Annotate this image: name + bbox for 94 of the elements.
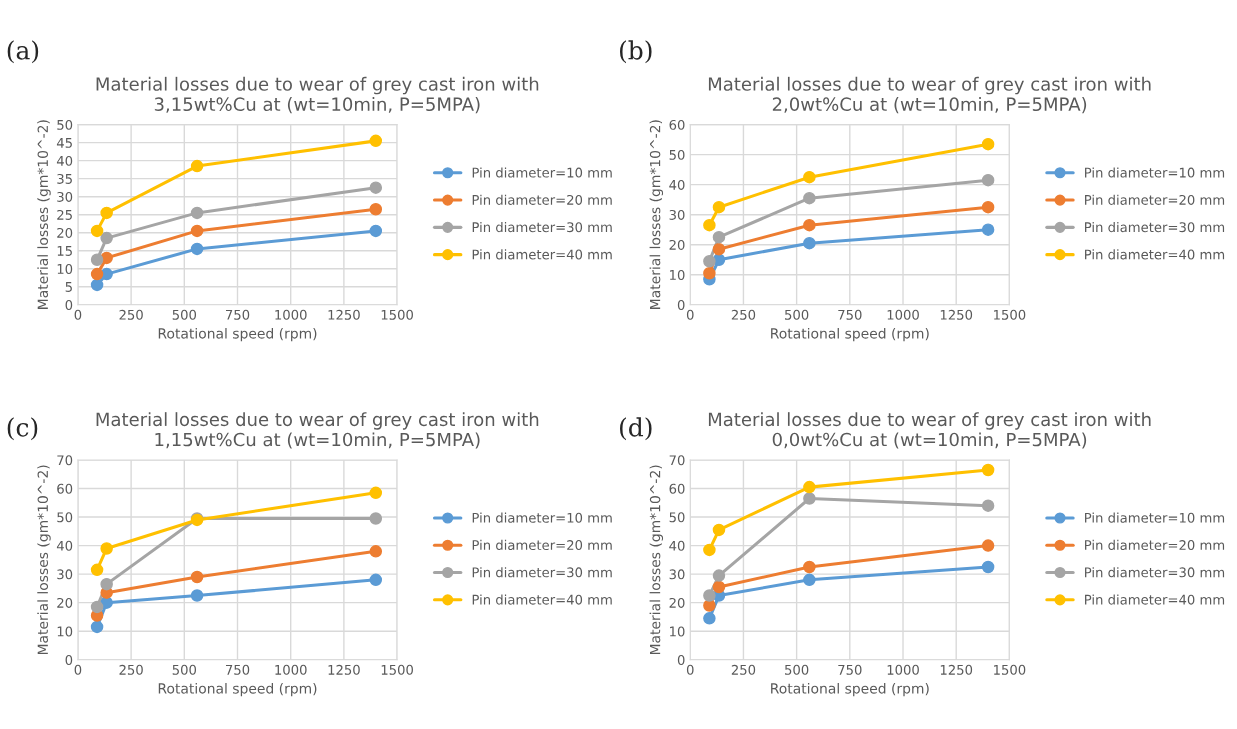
x-tick-label: 1000	[275, 309, 307, 320]
y-tick-label: 30	[57, 191, 73, 202]
x-tick-label: 1000	[887, 309, 919, 320]
y-tick-label: 20	[57, 227, 73, 238]
legend-label: Pin diameter=10 mm	[472, 167, 612, 178]
x-tick-label: 1500	[381, 309, 413, 320]
y-tick-label: 15	[57, 246, 72, 256]
x-tick-label: 0	[74, 309, 82, 320]
x-tick-label: 250	[731, 664, 756, 675]
x-tick-label: 500	[172, 309, 197, 320]
legend-label: Pin diameter=40 mm	[1085, 594, 1225, 605]
y-tick-label: 35	[57, 173, 72, 184]
y-tick-label: 70	[669, 455, 685, 466]
legend-label: Pin diameter=20 mm	[1085, 194, 1225, 205]
x-tick-label: 1250	[940, 309, 973, 320]
x-tick-label: 1250	[328, 664, 360, 675]
x-tick-label: 0	[74, 664, 82, 675]
y-tick-label: 10	[670, 269, 685, 280]
legend-label: Pin diameter=10 mm	[1085, 512, 1225, 523]
legend-label: Pin diameter=20 mm	[472, 194, 612, 205]
y-tick-label: 40	[669, 540, 685, 551]
y-tick-label: 20	[57, 597, 73, 608]
y-tick-label: 0	[65, 654, 73, 665]
text: (d)	[620, 417, 652, 441]
x-tick-label: 0	[686, 664, 694, 675]
y-axis-title: Material losses (gm*10^-2)	[649, 120, 664, 309]
x-tick-label: 250	[119, 309, 143, 320]
text: (b)	[620, 40, 652, 64]
y-tick-label: 10	[57, 626, 73, 637]
y-tick-label: 50	[669, 512, 685, 523]
legend-label: Pin diameter=40 mm	[472, 594, 612, 605]
x-tick-label: 1500	[381, 664, 413, 675]
x-tick-label: 750	[838, 309, 862, 320]
legend-label: Pin diameter=10 mm	[472, 512, 612, 523]
y-tick-label: 20	[669, 597, 685, 608]
chart-title: Material losses due to wear of grey cast iron with 3,15wt%Cu at (wt=10min, P=5MPA)	[96, 76, 539, 114]
y-tick-label: 5	[65, 282, 72, 292]
y-tick-label: 25	[57, 209, 72, 220]
x-tick-label: 250	[119, 664, 143, 675]
y-axis-title: Material losses (gm*10^-2)	[37, 120, 51, 309]
chart-title: Material losses due to wear of grey cast iron with 0,0wt%Cu at (wt=10min, P=5MPA)	[708, 412, 1151, 449]
chart-title: Material losses due to wear of grey cast iron with 1,15wt%Cu at (wt=10min, P=5MPA)	[96, 412, 539, 449]
y-axis-title: Material losses (gm*10^-2)	[649, 465, 664, 655]
y-tick-label: 20	[669, 239, 685, 250]
y-tick-label: 50	[669, 149, 685, 160]
x-axis-title: Rotational speed (rpm)	[158, 327, 317, 342]
chart-title: Material losses due to wear of grey cast iron with 2,0wt%Cu at (wt=10min, P=5MPA)	[708, 76, 1151, 114]
x-tick-label: 750	[225, 309, 250, 320]
x-axis-title: Rotational speed (rpm)	[771, 682, 929, 697]
y-tick-label: 40	[56, 540, 73, 551]
text: (c)	[7, 417, 38, 441]
x-tick-label: 1500	[994, 309, 1026, 320]
legend-label: Pin diameter=20 mm	[472, 539, 612, 551]
legend-label: Pin diameter=30 mm	[472, 567, 612, 578]
y-tick-label: 40	[669, 179, 685, 190]
y-tick-label: 10	[57, 263, 73, 274]
y-tick-label: 60	[669, 483, 685, 494]
y-tick-label: 40	[56, 155, 73, 166]
x-tick-label: 500	[785, 309, 809, 320]
y-tick-label: 0	[65, 299, 73, 310]
text: (a)	[7, 40, 39, 64]
legend-label: Pin diameter=40 mm	[1085, 249, 1225, 260]
y-tick-label: 0	[677, 654, 685, 665]
x-tick-label: 750	[838, 664, 862, 675]
y-tick-label: 60	[57, 483, 73, 494]
y-axis-title: Material losses (gm*10^-2)	[37, 465, 51, 655]
x-tick-label: 1000	[887, 664, 919, 675]
legend-label: Pin diameter=20 mm	[1085, 539, 1225, 551]
y-tick-label: 70	[57, 455, 73, 466]
x-tick-label: 500	[172, 664, 197, 675]
y-tick-label: 50	[57, 119, 73, 130]
y-tick-label: 50	[57, 512, 73, 523]
legend-label: Pin diameter=30 mm	[1085, 221, 1225, 233]
legend-label: Pin diameter=10 mm	[1085, 167, 1225, 178]
x-tick-label: 500	[785, 664, 809, 675]
x-axis-title: Rotational speed (rpm)	[158, 682, 317, 697]
y-tick-label: 30	[57, 569, 73, 580]
x-tick-label: 750	[225, 664, 250, 675]
x-tick-label: 0	[686, 309, 694, 320]
legend-label: Pin diameter=40 mm	[472, 249, 612, 260]
x-tick-label: 1000	[275, 664, 307, 675]
y-tick-label: 30	[669, 209, 685, 220]
legend-label: Pin diameter=30 mm	[472, 221, 612, 233]
legend-label: Pin diameter=30 mm	[1085, 567, 1225, 578]
x-tick-label: 1500	[994, 664, 1026, 675]
y-tick-label: 0	[677, 299, 685, 310]
x-axis-title: Rotational speed (rpm)	[771, 327, 929, 342]
y-tick-label: 10	[670, 626, 685, 637]
y-tick-label: 45	[56, 138, 72, 148]
y-tick-label: 30	[669, 569, 685, 580]
x-tick-label: 250	[731, 309, 756, 320]
y-tick-label: 60	[669, 119, 685, 130]
x-tick-label: 1250	[940, 664, 973, 675]
x-tick-label: 1250	[328, 309, 360, 320]
